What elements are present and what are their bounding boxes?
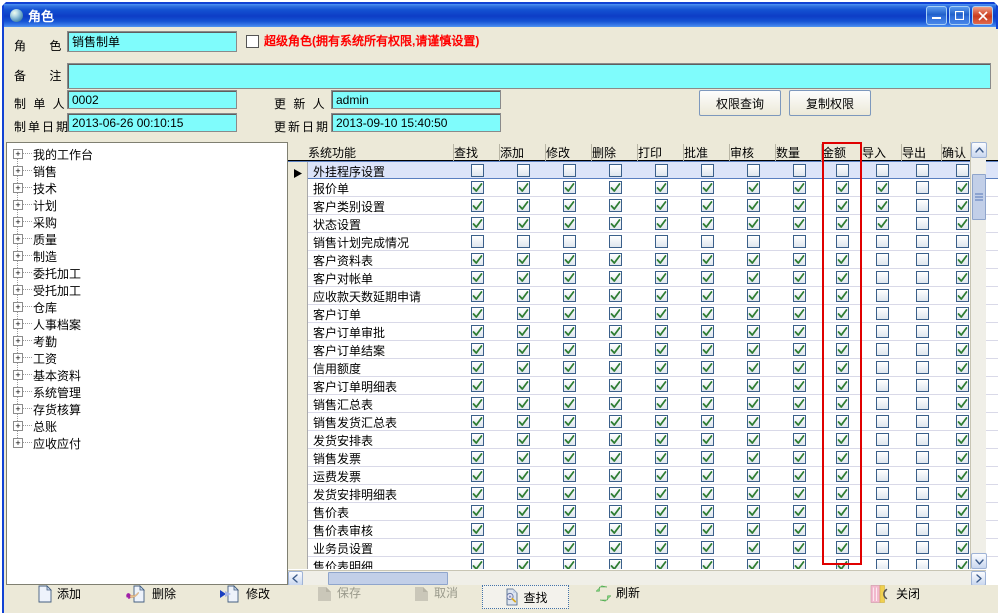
svg-text:H: H <box>509 595 512 599</box>
